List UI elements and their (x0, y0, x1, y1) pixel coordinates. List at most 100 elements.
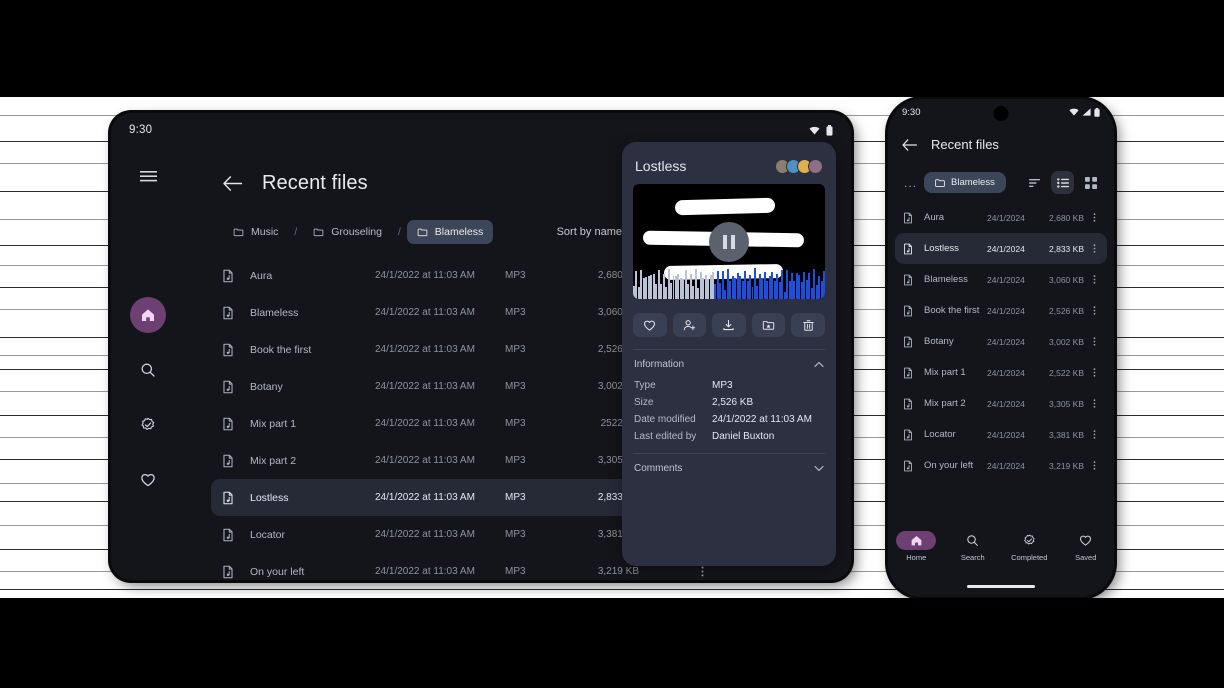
file-type: MP3 (505, 455, 526, 466)
folder-icon (313, 227, 324, 238)
waveform-bar (694, 269, 697, 299)
breadcrumb-current[interactable]: Blameless (924, 172, 1006, 193)
rail-item-saved[interactable] (130, 462, 166, 498)
waveform-bar (749, 274, 751, 299)
search-icon (953, 531, 993, 550)
nav-item-search[interactable]: Search (945, 531, 1002, 562)
chevron-down-icon[interactable] (814, 465, 824, 472)
nav-item-home[interactable]: Home (888, 531, 945, 562)
file-name: Lostless (924, 243, 959, 254)
bottom-navigation: Home Search Completed Saved (888, 529, 1114, 575)
nav-item-saved[interactable]: Saved (1058, 531, 1115, 562)
table-row[interactable]: Book the first 24/1/2022 at 11:03 AM MP3 2,… (211, 331, 719, 368)
waveform-bar (652, 273, 655, 299)
more-vert-icon[interactable] (1089, 460, 1100, 471)
grid-view-icon[interactable] (1079, 171, 1102, 194)
list-item[interactable]: Botany 24/1/2024 3,002 KB (895, 326, 1107, 357)
more-vert-icon[interactable] (1089, 212, 1100, 223)
favorite-button[interactable] (633, 313, 667, 337)
arrow-back-icon[interactable] (223, 176, 242, 191)
rail-item-home[interactable] (130, 297, 166, 333)
file-detail-panel: Lostless Information Type MP3 Size 2,526 KB… (622, 142, 836, 566)
more-vert-icon[interactable] (1089, 429, 1100, 440)
tablet-toolbar: Music / Grouseling / Blameless Sort by name (223, 219, 710, 245)
music-file-icon (902, 367, 914, 379)
more-vert-icon[interactable] (1089, 243, 1100, 254)
chevron-up-icon[interactable] (814, 361, 824, 368)
list-view-icon[interactable] (1051, 171, 1074, 194)
list-item[interactable]: Aura 24/1/2024 2,680 KB (895, 202, 1107, 233)
list-item[interactable]: On your left 24/1/2024 3,219 KB (895, 450, 1107, 481)
more-vert-icon[interactable] (1089, 336, 1100, 347)
waveform-bar (674, 276, 677, 299)
file-size: 3,002 KB (1049, 336, 1084, 347)
rail-item-search[interactable] (130, 352, 166, 388)
waveform-bar (771, 271, 774, 299)
file-name: Blameless (250, 306, 299, 319)
delete-button[interactable] (791, 313, 825, 337)
file-size: 2,526 KB (597, 344, 639, 355)
download-button[interactable] (712, 313, 746, 337)
wifi-icon (809, 126, 820, 135)
more-vert-icon[interactable] (1089, 305, 1100, 316)
info-value: Daniel Buxton (712, 431, 775, 442)
waveform-bar (716, 271, 719, 299)
waveform-bar (808, 272, 811, 299)
phone-status-bar: 9:30 (888, 99, 1114, 125)
waveform-bar (803, 272, 806, 299)
breadcrumb-item[interactable]: Blameless (406, 220, 494, 244)
audio-waveform (633, 267, 825, 299)
home-icon (140, 307, 156, 323)
more-vert-icon[interactable] (1089, 398, 1100, 409)
table-row[interactable]: On your left 24/1/2022 at 11:03 AM MP3 3,21… (211, 553, 719, 580)
more-vert-icon[interactable] (1089, 367, 1100, 378)
list-item[interactable]: Mix part 2 24/1/2024 3,305 KB (895, 388, 1107, 419)
breadcrumb-item[interactable]: Grouseling (303, 220, 392, 244)
move-to-folder-button[interactable] (751, 313, 786, 337)
waveform-bar (665, 286, 668, 299)
table-row[interactable]: Blameless 24/1/2022 at 11:03 AM MP3 3,060 K… (211, 294, 719, 331)
file-name: On your left (924, 460, 974, 471)
list-item[interactable]: Mix part 1 24/1/2024 2,522 KB (895, 357, 1107, 388)
list-item[interactable]: Locator 24/1/2024 3,381 KB (895, 419, 1107, 450)
avatar[interactable] (808, 158, 823, 174)
list-item[interactable]: Book the first 24/1/2024 2,526 KB (895, 295, 1107, 326)
breadcrumb-overflow[interactable]: ... (904, 175, 918, 190)
nav-item-completed[interactable]: Completed (1001, 531, 1058, 562)
waveform-bar (684, 269, 687, 299)
breadcrumb-separator: / (397, 226, 401, 238)
file-size: 3,305 KB (1049, 398, 1084, 409)
music-file-icon (902, 274, 914, 286)
more-vert-icon[interactable] (696, 565, 709, 578)
tablet-nav-rail (111, 147, 185, 580)
folder-icon (233, 227, 244, 238)
more-vert-icon[interactable] (1089, 274, 1100, 285)
table-row[interactable]: Locator 24/1/2022 at 11:03 AM MP3 3,381 KB (211, 516, 719, 553)
pause-icon[interactable] (709, 221, 749, 262)
file-size: 3,002 KB (597, 381, 639, 392)
list-item[interactable]: Blameless 24/1/2024 3,060 KB (895, 264, 1107, 295)
rail-item-completed[interactable] (130, 407, 166, 443)
breadcrumb-label: Grouseling (331, 226, 382, 238)
file-name: Botany (250, 380, 283, 393)
table-row[interactable]: Botany 24/1/2022 at 11:03 AM MP3 3,002 KB (211, 368, 719, 405)
waveform-bar (746, 281, 749, 299)
table-row[interactable]: Mix part 1 24/1/2022 at 11:03 AM MP3 2522 K… (211, 405, 719, 442)
information-header[interactable]: Information (633, 350, 825, 377)
hamburger-menu-icon[interactable] (137, 165, 159, 187)
waveform-bar (707, 279, 710, 299)
breadcrumb-label: Music (251, 226, 279, 238)
list-item[interactable]: Lostless 24/1/2024 2,833 KB (895, 233, 1107, 264)
waveform-bar (805, 279, 808, 299)
breadcrumb-item[interactable]: Music (223, 220, 288, 244)
share-add-person-button[interactable] (672, 313, 707, 337)
arrow-back-icon[interactable] (902, 138, 917, 151)
comments-header[interactable]: Comments (633, 454, 825, 481)
collaborator-avatars[interactable] (775, 158, 823, 174)
file-size: 3,219 KB (1049, 460, 1084, 471)
sort-icon[interactable] (1023, 171, 1046, 194)
waveform-bar (729, 281, 732, 299)
status-icons (809, 124, 833, 136)
file-type: MP3 (505, 566, 526, 577)
waveform-bar (778, 282, 781, 299)
